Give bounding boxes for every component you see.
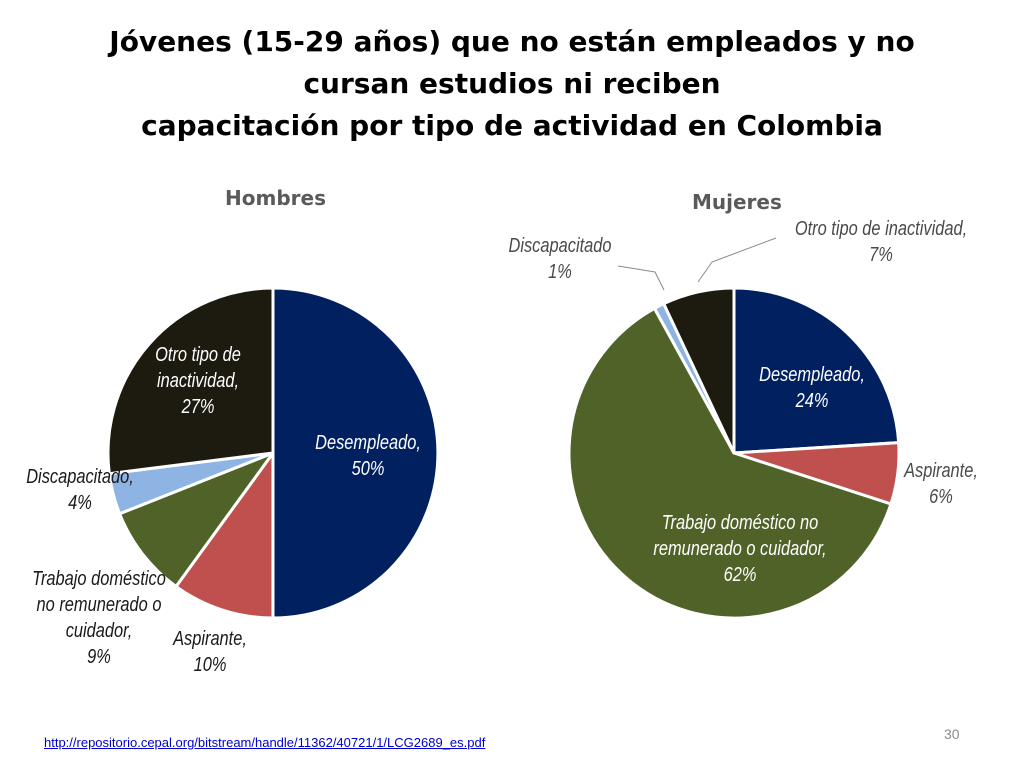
hombres-slice-aspirante — [174, 451, 275, 620]
hombres-label-discapacitado: Discapacitado, 4% — [26, 466, 134, 514]
mujeres-label-aspirante: Aspirante, 6% — [904, 460, 978, 508]
mujeres-chart-title: Mujeres — [692, 190, 782, 214]
hombres-label-trabajo-domestico: Trabajo doméstico no remunerado o cuidador… — [32, 568, 166, 668]
slide-title-line-2: cursan estudios ni reciben — [303, 67, 721, 100]
hombres-label-otro-tipo: Otro tipo de inactividad, 27% — [155, 344, 241, 418]
hombres-label-desempleado: Desempleado, 50% — [315, 432, 421, 480]
hombres-slice-otro-tipo — [106, 286, 275, 476]
mujeres-slice-otro-tipo — [662, 286, 736, 455]
slide-title-line-3: capacitación por tipo de actividad en Co… — [141, 109, 883, 142]
mujeres-label-otro-tipo: Otro tipo de inactividad, 7% — [794, 218, 968, 266]
hombres-slice-desempleado — [271, 286, 440, 620]
leader-line-otro-tipo — [697, 237, 777, 283]
hombres-slice-trabajo-domestico — [118, 451, 275, 588]
mujeres-slice-trabajo-domestico — [567, 306, 893, 620]
page-number: 30 — [944, 726, 960, 742]
mujeres-label-trabajo-domestico: Trabajo doméstico no remunerado o cuidado… — [653, 512, 827, 586]
mujeres-slice-desempleado — [732, 286, 901, 455]
mujeres-pie-chart — [567, 286, 901, 620]
leader-line-discapacitado — [617, 265, 665, 291]
slide-title-line-1: Jóvenes (15-29 años) que no están emplea… — [109, 25, 915, 58]
hombres-chart-title: Hombres — [225, 186, 326, 210]
source-link[interactable]: http://repositorio.cepal.org/bitstream/h… — [44, 735, 486, 750]
leader-lines — [617, 237, 777, 291]
hombres-pie-chart — [106, 286, 440, 620]
hombres-label-aspirante: Aspirante, 10% — [173, 628, 247, 676]
mujeres-label-discapacitado: Discapacitado 1% — [508, 235, 612, 283]
mujeres-label-desempleado: Desempleado, 24% — [759, 364, 865, 412]
